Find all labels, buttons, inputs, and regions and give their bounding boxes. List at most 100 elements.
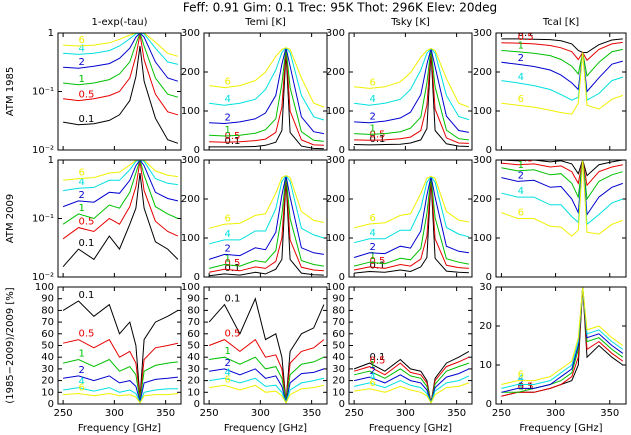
row-label: ATM 2009 (5, 194, 16, 243)
series-line (208, 175, 324, 269)
series-line (353, 175, 470, 244)
plot-frame (348, 32, 473, 151)
series-label: 0.1 (79, 114, 95, 125)
column-title: Temi [K] (244, 17, 286, 28)
y-tick-label: 200 (181, 194, 200, 205)
series-label: 0.5 (225, 258, 241, 269)
series-line (209, 52, 324, 150)
series-label: 0.1 (79, 290, 95, 301)
series-label: 6 (518, 208, 524, 219)
y-tick-label: 10⁻¹ (32, 214, 54, 225)
series-line (353, 176, 469, 258)
series-line (354, 48, 470, 108)
series-line (63, 33, 179, 82)
x-tick-label: 250 (492, 408, 511, 419)
series-label: 6 (370, 213, 376, 224)
series-label: 0.1 (518, 381, 534, 392)
series-line (63, 34, 179, 116)
y-tick-label: 20 (187, 376, 200, 387)
series-label: 2 (518, 377, 524, 388)
y-tick-label: 10 (479, 360, 492, 371)
y-tick-label: 0 (486, 272, 492, 283)
series-line (63, 160, 178, 181)
plot-frame (203, 32, 328, 151)
series-line (353, 368, 470, 404)
series-label: 0.5 (370, 129, 386, 140)
y-tick-label: 40 (332, 352, 345, 363)
series-line (209, 356, 325, 402)
plot-frame (495, 286, 627, 405)
y-tick-label: 100 (181, 106, 200, 117)
series-label: 6 (370, 77, 376, 88)
series-label: 4 (370, 94, 376, 105)
series-label: 1 (225, 125, 231, 136)
y-tick-label: 200 (473, 67, 492, 78)
series-label: 4 (370, 228, 376, 239)
y-tick-label: 90 (187, 294, 200, 305)
y-tick-label: 0 (194, 399, 200, 410)
y-tick-label: 300 (473, 28, 492, 39)
series-line (62, 172, 179, 268)
y-tick-label: 40 (41, 352, 54, 363)
series-line (209, 47, 324, 142)
series-label: 4 (225, 94, 231, 105)
series-label: 6 (79, 35, 85, 46)
y-tick-label: 1 (48, 28, 54, 39)
series-line (209, 384, 325, 404)
series-label: 0.1 (518, 28, 534, 39)
y-tick-label: 30 (332, 364, 345, 375)
y-tick-label: 80 (332, 305, 345, 316)
series-line (501, 52, 623, 93)
series-line (354, 48, 469, 141)
y-tick-label: 100 (181, 282, 200, 293)
series-line (354, 382, 470, 404)
series-line (501, 52, 623, 115)
y-tick-label: 70 (332, 317, 345, 328)
series-line (354, 179, 469, 274)
series-label: 2 (79, 190, 85, 201)
y-tick-label: 60 (187, 329, 200, 340)
y-tick-label: 10⁻² (32, 145, 54, 156)
series-line (353, 176, 469, 267)
series-label: 0.1 (225, 136, 241, 147)
row-label: ATM 1985 (5, 67, 16, 116)
plot-frame (203, 159, 328, 278)
y-tick-label: 40 (187, 352, 200, 363)
series-label: 0.1 (370, 261, 386, 272)
y-tick-label: 200 (326, 67, 345, 78)
series-line (353, 375, 470, 404)
y-tick-label: 30 (187, 364, 200, 375)
y-tick-label: 0 (339, 399, 345, 410)
series-line (501, 38, 623, 53)
series-line (501, 160, 623, 226)
series-line (501, 287, 624, 385)
plot-frame (495, 32, 627, 151)
series-line (501, 160, 623, 217)
y-tick-label: 50 (332, 341, 345, 352)
series-line (208, 175, 324, 229)
series-label: 1 (370, 251, 376, 262)
series-label: 4 (225, 367, 231, 378)
series-label: 6 (518, 94, 524, 105)
series-line (501, 160, 623, 187)
plot-frame (57, 32, 182, 151)
y-tick-label: 0 (339, 145, 345, 156)
series-label: 0.5 (225, 131, 241, 142)
series-label: 0.5 (518, 381, 534, 392)
series-label: 1 (79, 349, 85, 360)
series-label: 0.5 (225, 329, 241, 340)
y-tick-label: 0 (339, 272, 345, 283)
series-label: 1 (79, 203, 85, 214)
series-line (63, 387, 178, 404)
series-line (209, 48, 324, 146)
series-label: 2 (518, 53, 524, 64)
series-line (63, 375, 178, 402)
series-label: 1 (518, 160, 524, 171)
series-line (63, 33, 179, 65)
series-label: 2 (225, 358, 231, 369)
y-tick-label: 0 (486, 399, 492, 410)
y-tick-label: 0 (194, 145, 200, 156)
series-line (501, 160, 623, 201)
series-line (354, 52, 469, 147)
y-tick-label: 200 (473, 194, 492, 205)
